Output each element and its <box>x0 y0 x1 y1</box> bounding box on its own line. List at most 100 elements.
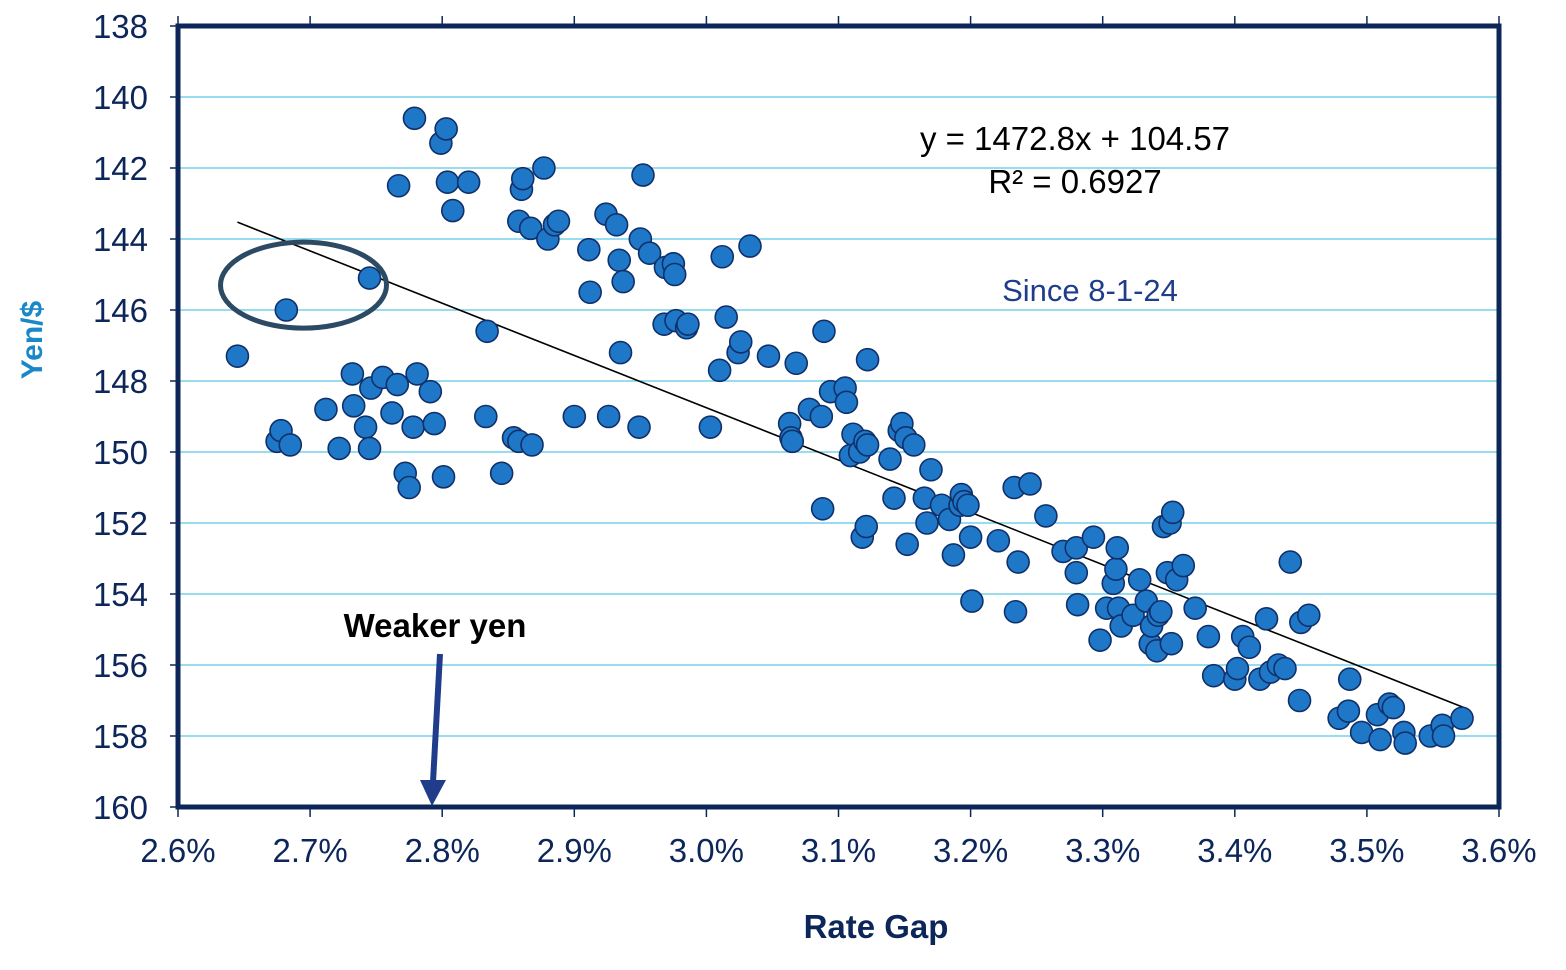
data-point-171 <box>1431 724 1456 748</box>
data-point-78 <box>810 496 835 521</box>
highlight-layer <box>217 239 389 331</box>
data-point-142 <box>1171 553 1196 578</box>
data-point-99 <box>915 511 939 535</box>
y-tick-label: 152 <box>93 505 148 542</box>
y-tick-label: 150 <box>93 434 148 471</box>
data-point-115 <box>1034 504 1058 528</box>
data-point-129 <box>1127 567 1152 592</box>
data-point-69 <box>728 330 753 354</box>
data-point-113 <box>1006 550 1030 574</box>
data-point-14 <box>380 401 404 425</box>
data-point-65 <box>707 358 732 383</box>
data-point-77 <box>809 404 834 429</box>
x-tick-label: 3.4% <box>1197 832 1272 869</box>
data-point-66 <box>710 244 735 269</box>
data-point-110 <box>986 528 1011 553</box>
y-tick-label: 148 <box>93 363 148 400</box>
data-point-22 <box>418 379 443 404</box>
data-point-103 <box>941 543 966 567</box>
x-tick-label: 3.1% <box>801 832 876 869</box>
data-point-108 <box>958 525 983 550</box>
data-point-26 <box>434 117 458 141</box>
trendline-equation: y = 1472.8x + 104.57 <box>920 120 1230 157</box>
highlight-ellipse <box>217 239 389 331</box>
data-point-91 <box>878 447 902 471</box>
data-point-143 <box>1183 596 1207 621</box>
data-point-37 <box>510 166 535 191</box>
data-point-6 <box>327 436 351 461</box>
data-point-43 <box>546 209 571 234</box>
data-point-10 <box>357 436 382 461</box>
y-tick-label: 160 <box>93 789 148 826</box>
data-point-100 <box>919 457 943 482</box>
data-point-147 <box>1225 656 1250 681</box>
data-point-156 <box>1287 688 1312 713</box>
data-point-92 <box>882 486 906 510</box>
x-tick-label: 3.3% <box>1065 832 1140 869</box>
x-tick-label: 3.5% <box>1329 832 1404 869</box>
data-point-140 <box>1160 500 1185 525</box>
data-point-0 <box>225 344 250 368</box>
data-point-151 <box>1254 607 1279 631</box>
data-point-29 <box>456 170 481 194</box>
data-point-21 <box>405 362 429 386</box>
data-point-5 <box>314 397 338 422</box>
y-tick-label: 138 <box>93 8 148 45</box>
data-point-172 <box>1450 706 1474 731</box>
data-point-125 <box>1105 536 1130 560</box>
data-point-38 <box>520 433 544 457</box>
data-point-155 <box>1278 550 1303 574</box>
data-point-119 <box>1064 560 1089 585</box>
data-point-107 <box>956 493 980 518</box>
x-tick-label: 3.0% <box>669 832 744 869</box>
data-point-166 <box>1381 695 1406 720</box>
data-point-75 <box>784 351 809 376</box>
y-tick-label: 158 <box>93 718 148 755</box>
data-point-118 <box>1065 592 1090 617</box>
data-point-46 <box>578 280 602 305</box>
data-point-114 <box>1018 472 1042 496</box>
data-point-74 <box>780 429 805 454</box>
data-point-3 <box>278 433 303 457</box>
data-point-89 <box>855 433 880 457</box>
weaker-yen-arrow-icon <box>420 653 446 806</box>
data-point-53 <box>627 415 651 439</box>
since-date-annotation: Since 8-1-24 <box>1002 273 1178 308</box>
data-point-52 <box>611 269 635 294</box>
data-point-64 <box>698 415 723 439</box>
data-point-32 <box>489 461 514 486</box>
data-points <box>225 106 1474 755</box>
data-point-27 <box>435 170 460 194</box>
y-tick-label: 156 <box>93 647 148 684</box>
data-point-124 <box>1104 557 1128 581</box>
data-point-18 <box>397 475 421 500</box>
annotations: y = 1472.8x + 104.57 R² = 0.6927 Since 8… <box>344 120 1230 806</box>
r-squared-label: R² = 0.6927 <box>988 163 1161 200</box>
data-point-144 <box>1196 624 1221 649</box>
data-point-135 <box>1149 599 1173 624</box>
data-point-31 <box>473 404 498 429</box>
x-tick-label: 3.2% <box>933 832 1008 869</box>
x-tick-label: 2.6% <box>140 832 215 869</box>
data-point-30 <box>475 319 499 344</box>
x-tick-label: 3.6% <box>1461 832 1536 869</box>
data-point-70 <box>738 234 762 258</box>
x-tick-label: 2.9% <box>537 832 612 869</box>
data-point-23 <box>422 411 447 436</box>
data-point-63 <box>676 312 700 337</box>
data-point-149 <box>1237 635 1262 660</box>
y-tick-label: 144 <box>93 221 148 258</box>
data-point-16 <box>386 173 411 198</box>
data-point-40 <box>532 156 556 180</box>
data-point-164 <box>1368 727 1392 752</box>
data-point-97 <box>901 433 926 457</box>
data-point-158 <box>1296 603 1321 628</box>
data-point-55 <box>631 163 655 187</box>
y-tick-label: 154 <box>93 576 148 613</box>
y-tick-label: 142 <box>93 150 148 187</box>
y-axis-label: Yen/$ <box>16 300 49 379</box>
data-point-79 <box>812 319 836 344</box>
data-point-160 <box>1336 699 1361 723</box>
